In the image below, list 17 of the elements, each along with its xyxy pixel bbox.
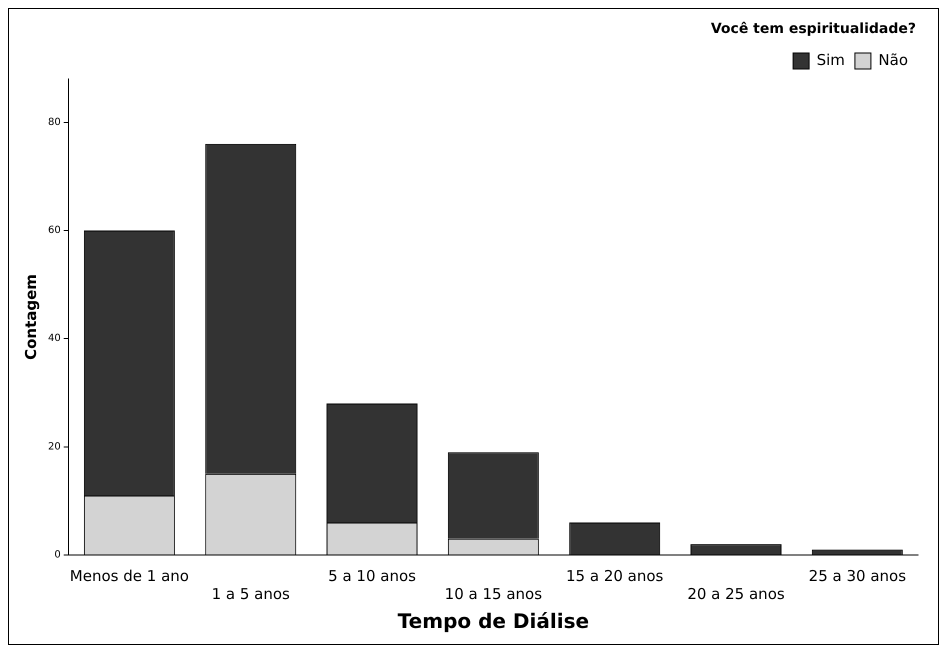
y-tick-label: 80 [48,116,61,128]
y-tick-label: 20 [48,441,61,452]
y-tick-label: 40 [48,333,61,344]
legend-title: Você tem espiritualidade? [710,21,916,37]
x-tick-label: 25 a 30 anos [808,566,906,585]
legend-label: Sim [816,50,845,69]
x-tick-label: 1 a 5 anos [212,584,290,603]
x-tick-label: 15 a 20 anos [566,566,664,585]
x-tick-label: 20 a 25 anos [687,584,785,603]
x-tick-label: Menos de 1 ano [70,566,189,585]
x-tick-label: 10 a 15 anos [444,584,542,603]
x-tick-label: 5 a 10 anos [328,566,416,585]
y-axis-title: Contagem [22,274,40,360]
y-tick-label: 60 [48,225,61,236]
legend-label: Não [878,50,908,69]
y-tick-label: 0 [54,550,61,561]
x-axis-title: Tempo de Diálise [398,609,590,634]
